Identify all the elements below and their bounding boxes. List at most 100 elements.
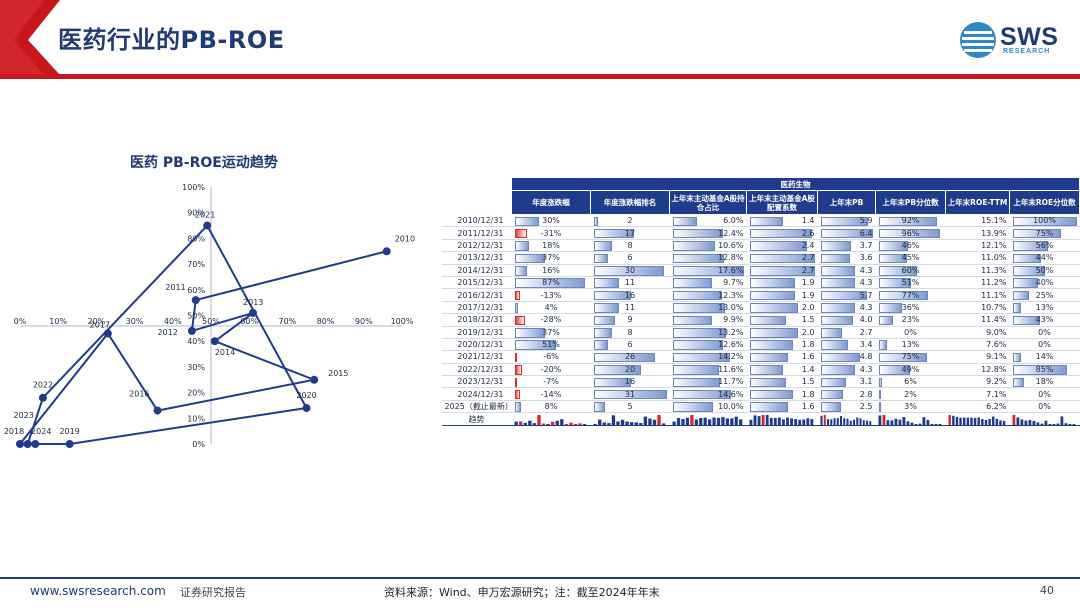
cell-allocation-coef-value: 2.0: [801, 327, 815, 337]
cell-roe-quantile: 13%: [1009, 301, 1080, 315]
cell-annual-change-bar: [514, 352, 517, 363]
cell-allocation-coef-value: 1.8: [801, 340, 815, 350]
cell-fund-holding-value: 10.6%: [718, 240, 744, 250]
sparkline-bar: [593, 423, 597, 425]
sparkline-bar: [793, 418, 797, 425]
cell-allocation-coef: 1.6: [746, 350, 818, 364]
cell-rank-bar: [593, 389, 667, 400]
sparkline-bar: [514, 421, 518, 425]
cell-roe-quantile: 56%: [1009, 239, 1080, 253]
sparkline-bar: [738, 419, 742, 425]
sparkline-bar: [809, 418, 813, 425]
cell-roe-value: 9.0%: [986, 327, 1007, 337]
sparkline-bar: [833, 418, 836, 425]
col-header: 上年末PB分位数: [875, 190, 946, 215]
cell-annual-change-value: 30%: [542, 216, 560, 226]
cell-roe-value: 10.7%: [981, 302, 1007, 312]
sparkline-bar: [652, 419, 656, 425]
cell-roe-quantile: 43%: [1009, 313, 1080, 327]
cell-allocation-coef-bar: [749, 389, 793, 400]
cell-pb-bar: [820, 352, 860, 363]
sparkline-bar: [680, 418, 685, 425]
cell-rank-value: 6: [627, 253, 633, 263]
sparkline-bar: [541, 423, 545, 425]
sparkline-bar: [672, 421, 676, 425]
sparkline-bar: [611, 415, 615, 425]
cell-roe-value: 11.1%: [981, 290, 1007, 300]
sparkline-bar: [725, 418, 729, 425]
cell-pb-value: 3.1: [859, 377, 873, 387]
sparkline-bar: [902, 416, 905, 425]
cell-rank-value: 26: [624, 352, 636, 362]
cell-annual-change-value: 37%: [542, 327, 560, 337]
cell-allocation-coef-bar: [749, 402, 789, 412]
cell-pb-quantile-bar: [878, 303, 902, 313]
cell-pb-quantile-bar: [878, 216, 938, 226]
sparkline-bar: [615, 421, 620, 425]
cell-pb-quantile-value: 2%: [904, 389, 917, 399]
cell-pb-quantile-value: 96%: [901, 228, 920, 238]
cell-fund-holding-bar: [672, 340, 724, 350]
cell-allocation-coef-value: 1.9: [801, 278, 815, 288]
sparkline-bar: [559, 418, 563, 425]
table-row: 2014/12/31 16% 30 17.6% 2.7 4.3 60% 11.3% 50%: [441, 264, 1080, 277]
cell-fund-holding: 11.6%: [669, 363, 747, 377]
cell-fund-holding: 13.2%: [669, 326, 747, 339]
sparkline-bar: [995, 418, 998, 425]
sparkline-roe: [945, 412, 1010, 427]
sparkline-bar: [1048, 423, 1051, 425]
cell-allocation-coef-bar: [749, 290, 796, 301]
point-2017: [103, 329, 112, 338]
cell-annual-change-value: -14%: [540, 389, 562, 399]
logo-subtext: RESEARCH: [1003, 48, 1051, 55]
cell-pb-quantile: 13%: [875, 338, 946, 352]
cell-pb-quantile-value: 45%: [901, 253, 920, 263]
sparkline-chart: [820, 414, 871, 425]
cell-annual-change-bar: [514, 365, 523, 375]
point-label-2012: 2012: [158, 328, 178, 337]
cell-allocation-coef-value: 1.8: [801, 389, 815, 399]
cell-rank-bar: [593, 340, 608, 350]
footer-site-link[interactable]: www.swsresearch.com: [30, 584, 166, 598]
sparkline-bar: [855, 417, 858, 425]
cell-annual-change-value: -20%: [540, 364, 562, 374]
point-2022: [38, 393, 47, 402]
cell-pb: 4.3: [817, 264, 876, 277]
sparkline-chart: [749, 414, 813, 425]
cell-pb-value: 2.5: [859, 402, 873, 412]
cell-rank: 16: [590, 288, 670, 302]
sparkline-bar: [926, 419, 929, 425]
sparkline-bar: [661, 423, 665, 425]
sparkline-bar: [801, 419, 805, 425]
col-header: 上年末ROE-TTM: [945, 190, 1010, 215]
sparkline-bar: [1072, 423, 1075, 425]
row-date: 2013/12/31: [441, 251, 512, 265]
sparkline-bar: [958, 417, 962, 425]
cell-fund-holding-value: 12.4%: [718, 228, 744, 238]
sws-logo-icon: [960, 22, 996, 58]
sparkline-bar: [914, 423, 917, 425]
row-date: 2016/12/31: [441, 288, 512, 302]
point-2018: [16, 440, 24, 448]
cell-pb-value: 4.3: [859, 278, 873, 288]
cell-pb-quantile-value: 51%: [901, 278, 920, 288]
sparkline-bar: [577, 423, 582, 425]
cell-rank: 31: [590, 387, 670, 401]
trend-row: 趋势: [441, 412, 1080, 427]
cell-rank-bar: [593, 228, 634, 239]
cell-pb-quantile-value: 23%: [901, 315, 920, 325]
sparkline-bar: [973, 417, 976, 425]
cell-pb-value: 2.7: [859, 327, 873, 337]
table-row: 2025（截止最新） 8% 5 10.0% 1.6 2.5 3% 6.2% 0%: [441, 400, 1080, 414]
cell-fund-holding-value: 9.9%: [723, 315, 744, 325]
cell-roe-quantile: 0%: [1009, 338, 1080, 352]
sparkline-bar: [930, 423, 933, 425]
cell-allocation-coef-bar: [749, 216, 784, 226]
cell-fund-holding-bar: [672, 216, 697, 226]
cell-allocation-coef-bar: [749, 266, 815, 276]
cell-allocation-coef-value: 2.7: [801, 265, 815, 275]
cell-fund-holding-bar: [672, 290, 723, 301]
cell-rank-value: 16: [624, 290, 636, 300]
cell-pb-quantile: 45%: [875, 251, 946, 265]
cell-rank: 5: [590, 400, 670, 414]
